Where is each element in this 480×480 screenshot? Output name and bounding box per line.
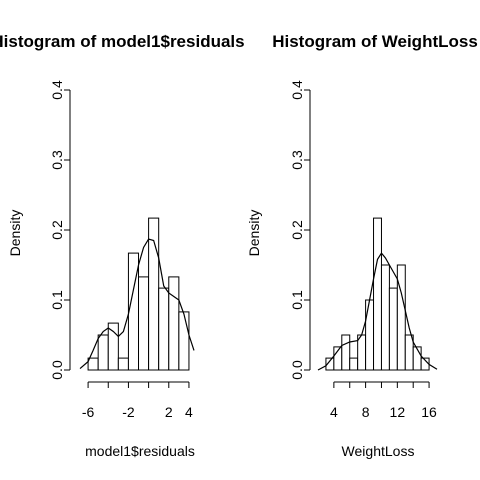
y-tick-label: 0.1 [49, 290, 65, 310]
y-tick-label: 0.4 [49, 80, 65, 100]
histogram-bar [357, 334, 367, 371]
histogram-bar [168, 276, 180, 371]
y-tick-label: 0.2 [289, 220, 305, 240]
density-curve [317, 252, 438, 371]
x-tick-label: 8 [362, 404, 370, 420]
x-axis-label: WeightLoss [342, 443, 415, 459]
histogram-bar [412, 346, 422, 371]
y-tick-label: 0.4 [289, 80, 305, 100]
histogram-bar [396, 264, 406, 371]
chart-title: Histogram of WeightLoss [272, 32, 478, 51]
y-axis-label: Density [246, 210, 262, 257]
chart-title: Histogram of model1$residuals [0, 32, 245, 51]
density-curve [79, 238, 195, 370]
histogram-bar [87, 357, 99, 371]
histogram-panel-1: Histogram of model1$residuals 0.0 0.1 0.2 0.… [0, 32, 245, 459]
histogram-bar [373, 217, 382, 371]
histogram-bar [388, 287, 398, 371]
x-tick-label: -6 [82, 404, 95, 420]
y-tick-label: 0.3 [289, 150, 305, 170]
histogram-bar [380, 264, 390, 371]
histogram-panel-2: Histogram of WeightLoss 0.0 0.1 0.2 0.3 0.4 De… [246, 32, 478, 459]
x-axis-label: model1$residuals [85, 443, 195, 459]
y-tick-label: 0.1 [289, 290, 305, 310]
histogram-bar [117, 357, 129, 371]
histogram-bar [349, 357, 359, 371]
histogram-bar [97, 334, 109, 371]
histogram-bar [158, 287, 170, 371]
x-tick-label: 16 [421, 404, 437, 420]
y-tick-label: 0.0 [49, 360, 65, 380]
x-tick-label: -2 [122, 404, 135, 420]
histogram-bar [341, 334, 351, 371]
histogram-bar [107, 322, 119, 371]
y-axis-label: Density [7, 210, 23, 257]
x-tick-label: 2 [165, 404, 173, 420]
x-tick-label: 4 [185, 404, 193, 420]
x-tick-label: 12 [390, 404, 406, 420]
y-tick-label: 0.0 [289, 360, 305, 380]
x-tick-label: 4 [330, 404, 338, 420]
y-tick-label: 0.2 [49, 220, 65, 240]
histogram-bar [365, 299, 375, 371]
histogram-bar [178, 311, 190, 371]
y-tick-label: 0.3 [49, 150, 65, 170]
histogram-bar [138, 276, 150, 371]
histogram-bar [404, 334, 414, 371]
